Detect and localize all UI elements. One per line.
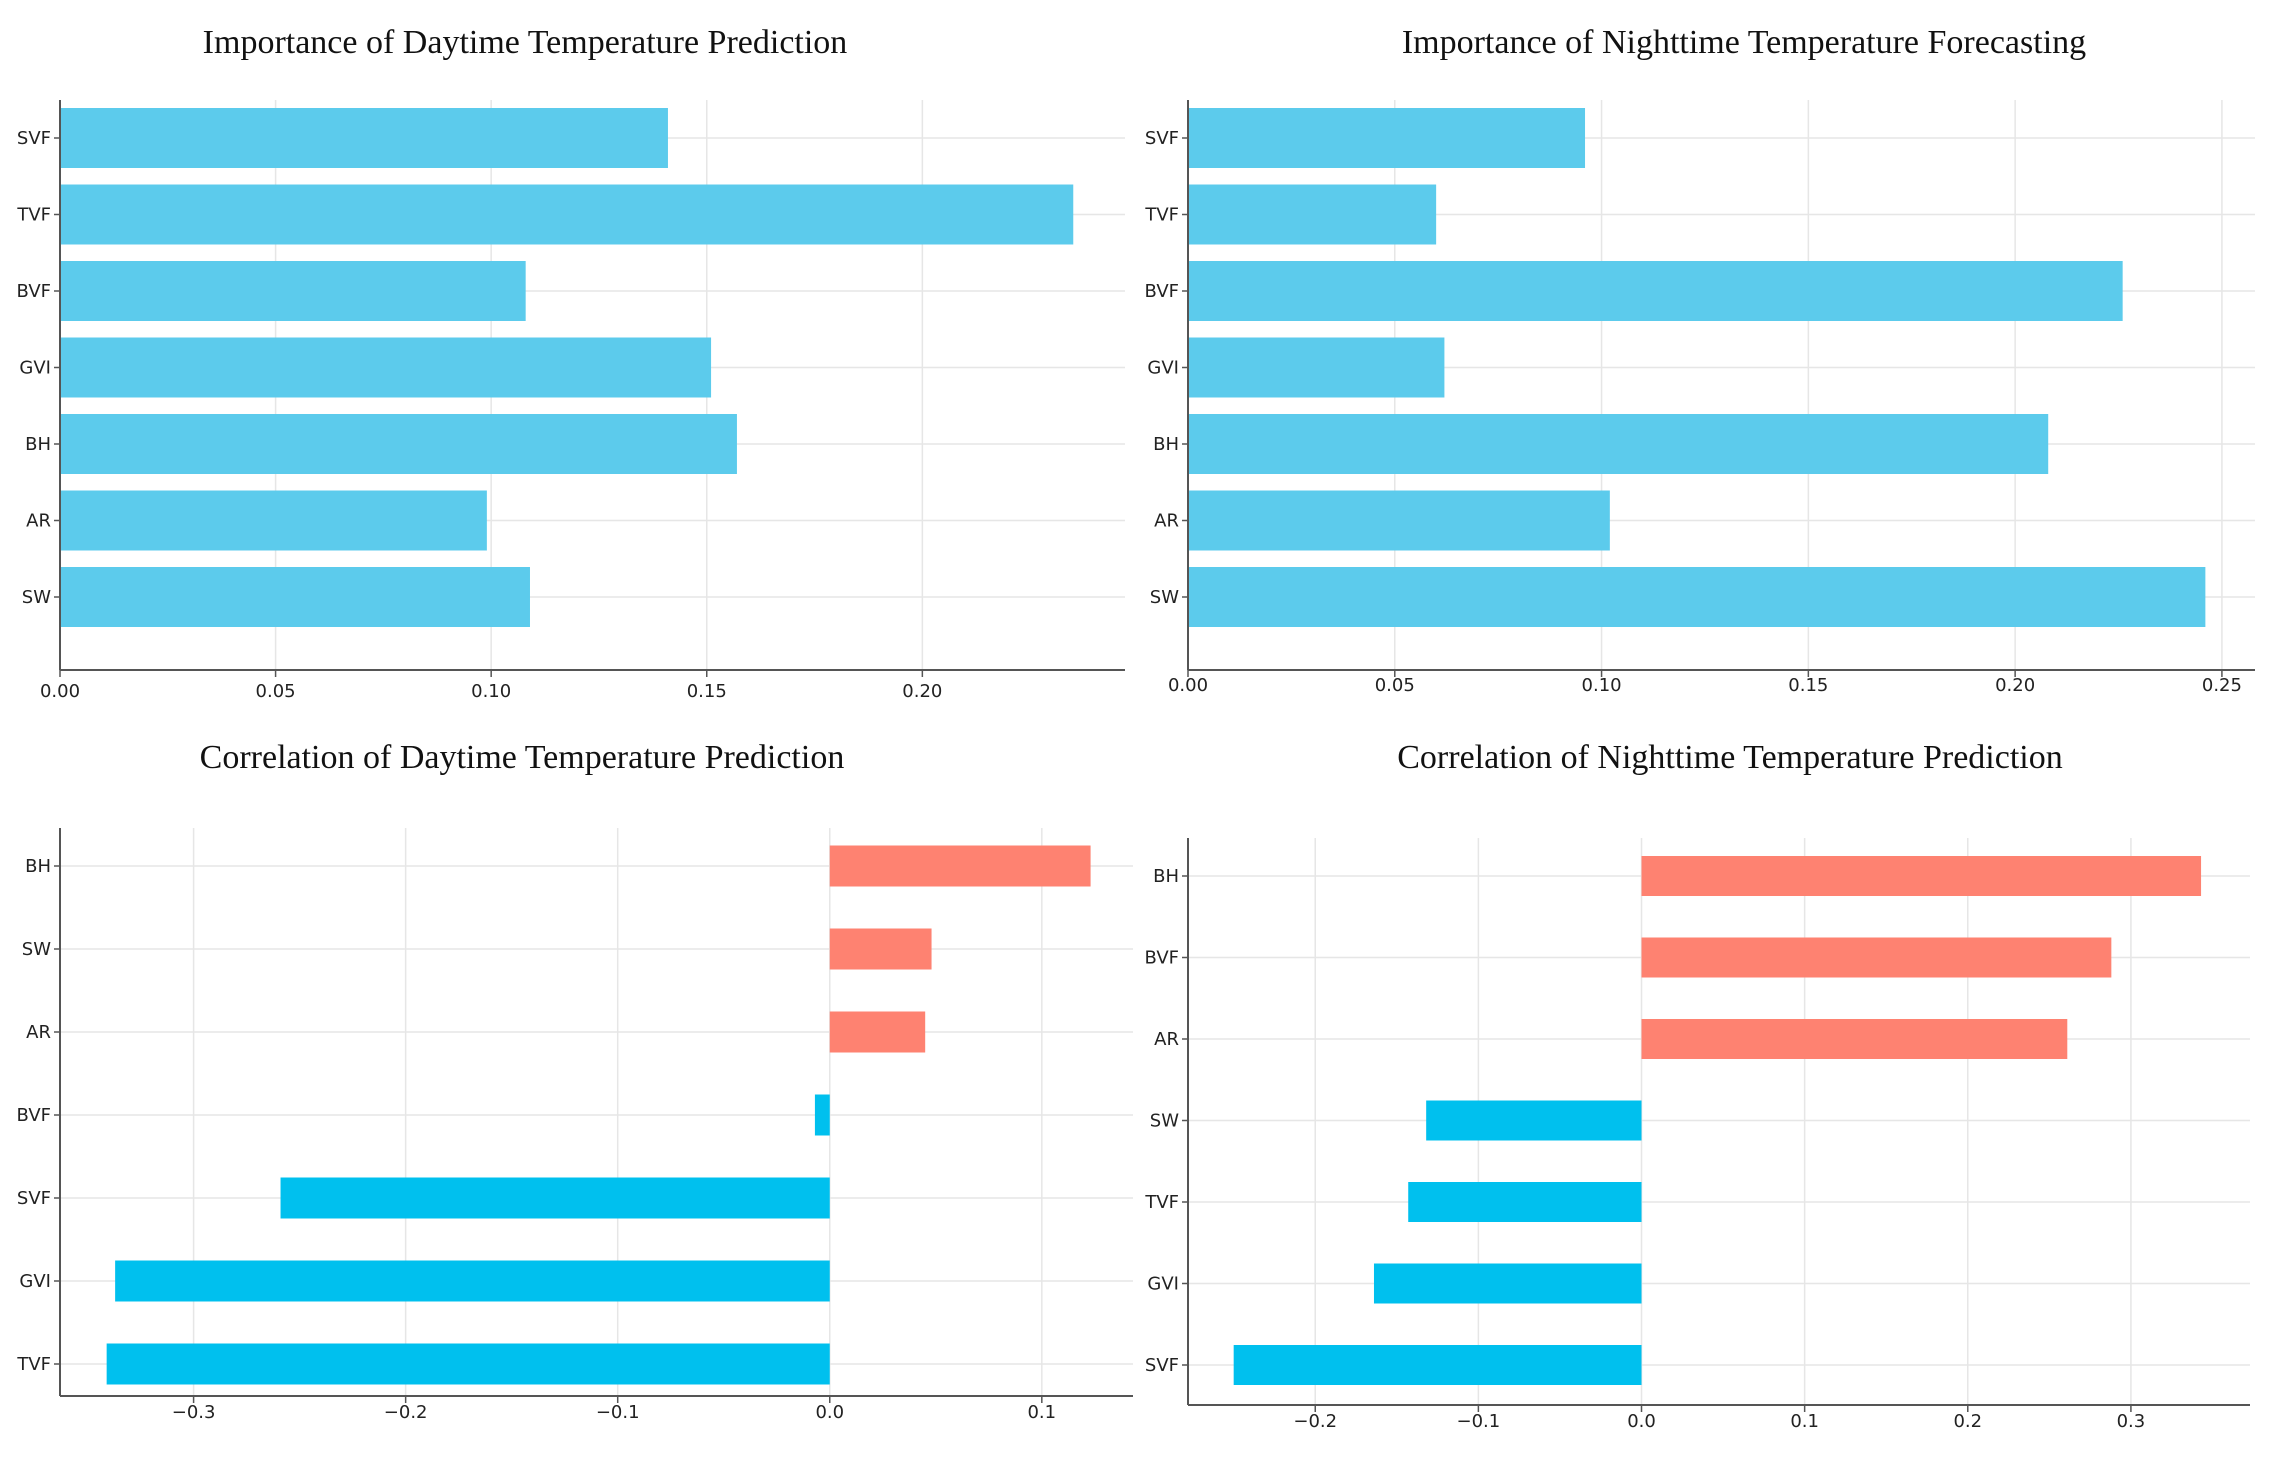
day-correlation-bar-gvi	[115, 1260, 830, 1302]
day-correlation-ytick-label-tvf: TVF	[16, 1354, 51, 1375]
day-importance-xtick-label: 0.10	[471, 681, 511, 702]
day-correlation-xtick-label: −0.1	[596, 1402, 640, 1423]
night-importance-bar-sw	[1188, 567, 2206, 627]
day-importance-ytick-label-ar: AR	[26, 511, 51, 532]
night-importance-bar-bvf	[1188, 261, 2123, 321]
night-importance-ytick-label-bvf: BVF	[1145, 281, 1179, 302]
day-importance-ytick-label-svf: SVF	[17, 128, 51, 149]
night-correlation-xtick-label: −0.1	[1457, 1411, 1501, 1432]
night-importance-ytick-label-gvi: GVI	[1147, 358, 1179, 379]
night-correlation-ytick-label-ar: AR	[1154, 1029, 1179, 1050]
night-correlation-ytick-label-tvf: TVF	[1144, 1192, 1179, 1213]
night-importance-ytick-label-svf: SVF	[1145, 128, 1179, 149]
day-importance-xtick-label: 0.00	[40, 681, 80, 702]
day-correlation-ytick-label-gvi: GVI	[19, 1271, 51, 1292]
night-importance-xtick-label: 0.10	[1582, 675, 1622, 696]
day-importance-ytick-label-bh: BH	[25, 434, 51, 455]
night-correlation-xtick-label: 0.3	[2117, 1411, 2146, 1432]
day-importance-bar-bvf	[60, 261, 526, 321]
night-correlation-ytick-label-bh: BH	[1153, 866, 1179, 887]
night-correlation-bar-gvi	[1373, 1263, 1642, 1304]
day-correlation-bar-bvf	[814, 1094, 830, 1136]
night-importance-title: Importance of Nighttime Temperature Fore…	[1402, 24, 2086, 61]
day-importance-ytick-label-tvf: TVF	[16, 205, 51, 226]
day-correlation-xtick-label: −0.3	[172, 1402, 216, 1423]
night-correlation-title: Correlation of Nighttime Temperature Pre…	[1397, 739, 2062, 776]
night-correlation-chart: Correlation of Nighttime Temperature Pre…	[1144, 739, 2250, 1432]
day-importance-xtick-label: 0.20	[902, 681, 942, 702]
night-correlation-xtick-label: 0.1	[1790, 1411, 1819, 1432]
night-correlation-xtick-label: 0.2	[1953, 1411, 1982, 1432]
day-correlation-bar-ar	[829, 1011, 926, 1053]
day-correlation-bar-sw	[829, 928, 932, 970]
night-correlation-bar-sw	[1426, 1100, 1642, 1141]
day-importance-ytick-label-sw: SW	[22, 587, 51, 608]
night-importance-chart: Importance of Nighttime Temperature Fore…	[1144, 24, 2255, 696]
night-importance-bar-gvi	[1188, 337, 1445, 398]
night-correlation-xtick-label: 0.0	[1627, 1411, 1656, 1432]
night-correlation-ytick-label-svf: SVF	[1145, 1355, 1179, 1376]
night-correlation-bar-bvf	[1641, 937, 2112, 978]
day-importance-bar-bh	[60, 414, 737, 474]
day-correlation-ytick-label-bvf: BVF	[17, 1105, 51, 1126]
night-importance-bar-ar	[1188, 490, 1610, 551]
day-importance-chart: Importance of Daytime Temperature Predic…	[16, 24, 1125, 702]
day-importance-bar-tvf	[60, 184, 1074, 245]
day-correlation-bar-bh	[829, 845, 1091, 887]
day-importance-xtick-label: 0.05	[256, 681, 296, 702]
day-correlation-xtick-label: −0.2	[384, 1402, 428, 1423]
night-importance-bar-tvf	[1188, 184, 1437, 245]
day-importance-bar-sw	[60, 567, 530, 627]
day-correlation-ytick-label-ar: AR	[26, 1022, 51, 1043]
day-correlation-title: Correlation of Daytime Temperature Predi…	[200, 739, 845, 776]
day-correlation-ytick-label-sw: SW	[22, 939, 51, 960]
night-importance-ytick-label-sw: SW	[1150, 587, 1179, 608]
night-importance-bar-bh	[1188, 414, 2049, 474]
day-correlation-chart: Correlation of Daytime Temperature Predi…	[16, 739, 1133, 1423]
day-importance-bar-gvi	[60, 337, 712, 398]
day-importance-bar-svf	[60, 108, 668, 168]
night-importance-xtick-label: 0.20	[1995, 675, 2035, 696]
night-correlation-bar-svf	[1233, 1345, 1642, 1385]
night-importance-xtick-label: 0.00	[1168, 675, 1208, 696]
day-correlation-xtick-label: 0.0	[815, 1402, 844, 1423]
day-importance-ytick-label-gvi: GVI	[19, 358, 51, 379]
night-importance-xtick-label: 0.15	[1788, 675, 1828, 696]
day-correlation-xtick-label: 0.1	[1027, 1402, 1056, 1423]
night-importance-bar-svf	[1188, 108, 1586, 168]
night-correlation-bar-ar	[1641, 1019, 2068, 1059]
night-correlation-bar-bh	[1641, 856, 2202, 896]
night-correlation-ytick-label-bvf: BVF	[1145, 948, 1179, 969]
day-correlation-ytick-label-bh: BH	[25, 856, 51, 877]
night-importance-ytick-label-tvf: TVF	[1144, 205, 1179, 226]
day-importance-bar-ar	[60, 490, 487, 551]
night-importance-ytick-label-ar: AR	[1154, 511, 1179, 532]
day-correlation-ytick-label-svf: SVF	[17, 1188, 51, 1209]
day-correlation-bar-svf	[280, 1177, 830, 1219]
night-importance-xtick-label: 0.05	[1375, 675, 1415, 696]
day-importance-ytick-label-bvf: BVF	[17, 281, 51, 302]
day-importance-title: Importance of Daytime Temperature Predic…	[203, 24, 848, 61]
night-importance-xtick-label: 0.25	[2202, 675, 2242, 696]
night-correlation-ytick-label-gvi: GVI	[1147, 1274, 1179, 1295]
night-correlation-bar-tvf	[1408, 1182, 1642, 1222]
night-importance-ytick-label-bh: BH	[1153, 434, 1179, 455]
night-correlation-xtick-label: −0.2	[1293, 1411, 1337, 1432]
day-correlation-bar-tvf	[106, 1343, 830, 1385]
day-importance-xtick-label: 0.15	[687, 681, 727, 702]
night-correlation-ytick-label-sw: SW	[1150, 1111, 1179, 1132]
